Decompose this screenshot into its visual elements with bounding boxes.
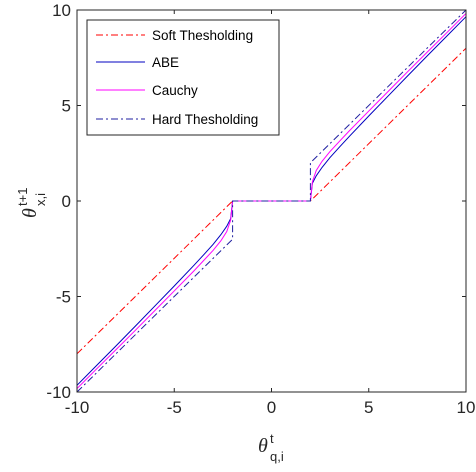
legend-label-hard-thesholding: Hard Thesholding [152,112,258,127]
y-tick-label: -5 [56,288,71,307]
legend-box [86,19,280,136]
series-line-hard-thesholding [76,9,467,393]
x-axis-label: θ t q,i [258,430,284,464]
y-axis-label-base: θ [19,208,41,218]
legend-label-abe: ABE [152,55,179,70]
y-axis-label-sup: t+1 [15,188,30,206]
x-axis-label-base: θ [258,435,268,457]
series-layer [76,9,467,393]
x-tick-label: -10 [65,398,90,417]
legend-label-soft-thesholding: Soft Thesholding [152,28,253,43]
x-tick-label: 10 [457,398,476,417]
y-tick-label: -10 [46,383,71,402]
x-axis-label-sub: q,i [270,449,284,464]
legend: Soft Thesholding ABE Cauchy Hard Theshol… [86,19,280,136]
x-axis-label-sup: t [270,431,274,446]
y-axis-label-sub: x,i [33,193,48,206]
y-tick-label: 5 [62,97,71,116]
y-tick-label: 10 [52,1,71,20]
legend-label-cauchy: Cauchy [152,83,198,98]
x-tick-label: 0 [267,398,276,417]
plot-frame [76,9,467,393]
x-tick-label: 5 [364,398,373,417]
y-tick-label: 0 [62,192,71,211]
y-axis-label: θ t+1 x,i [14,183,48,218]
x-tick-label: -5 [167,398,182,417]
